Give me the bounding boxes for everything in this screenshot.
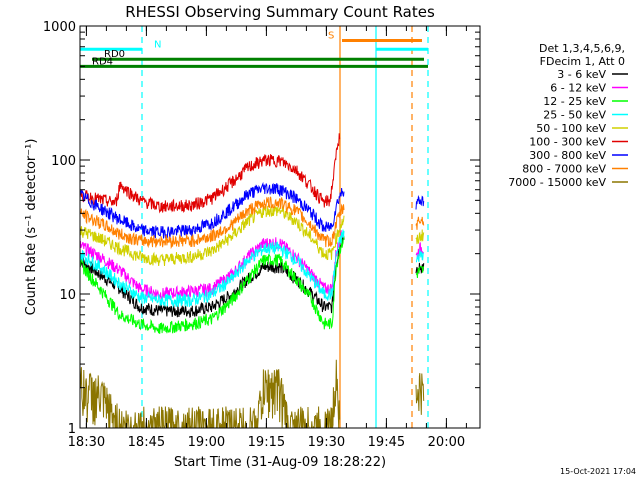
- legend-entry-label: 7000 - 15000 keV: [508, 176, 606, 189]
- series-layer: [79, 133, 425, 429]
- series-line-after: [416, 248, 425, 263]
- x-tick-label: 18:30: [68, 435, 105, 450]
- y-tick-label: 10: [59, 288, 76, 303]
- series-line: [79, 181, 345, 240]
- series-line: [79, 205, 345, 267]
- legend-entry-label: 3 - 6 keV: [557, 68, 606, 81]
- annotation-bar-label: RD0: [104, 49, 125, 60]
- y-tick-label: 1: [68, 422, 76, 437]
- series-line-after: [415, 229, 425, 245]
- legend-entry-label: 50 - 100 keV: [536, 122, 606, 135]
- footer-date: 15-Oct-2021 17:04: [560, 467, 636, 476]
- axis-layer: 1 10 100 1000 18:30 18:45 19:00 19:15 19:30 19:45…: [43, 20, 480, 450]
- series-line: [79, 234, 345, 319]
- series-line: [79, 196, 345, 250]
- series-line: [79, 133, 341, 214]
- annotation-bar-label: RD4: [92, 56, 113, 67]
- series-line: [79, 359, 341, 429]
- y-tick-label: 100: [51, 154, 76, 169]
- annotation-bar-label: N: [154, 39, 161, 50]
- legend-entry-label: 100 - 300 keV: [529, 136, 606, 149]
- x-tick-label: 18:45: [128, 435, 165, 450]
- series-line: [79, 235, 345, 334]
- series-line-after: [415, 216, 425, 230]
- series-line: [79, 229, 345, 308]
- legend-entry-label: 300 - 800 keV: [529, 149, 606, 162]
- legend-header: FDecim 1, Att 0: [540, 55, 625, 68]
- legend-entry-label: 6 - 12 keV: [550, 82, 606, 95]
- legend-entry-label: 12 - 25 keV: [543, 95, 606, 108]
- x-axis-label: Start Time (31-Aug-09 18:28:22): [174, 455, 386, 470]
- x-tick-label: 20:00: [428, 435, 465, 450]
- y-tick-label: 1000: [43, 20, 76, 35]
- legend: Det 1,3,4,5,6,9,FDecim 1, Att 03 - 6 keV…: [508, 42, 628, 189]
- annotation-bar-label: S: [328, 30, 334, 41]
- x-tick-label: 19:15: [248, 435, 285, 450]
- series-line-after: [415, 265, 425, 279]
- legend-entry-label: 800 - 7000 keV: [522, 163, 606, 176]
- plot-frame: [79, 25, 481, 429]
- series-line-after: [415, 373, 425, 415]
- legend-entry-label: 25 - 50 keV: [543, 109, 606, 122]
- legend-header: Det 1,3,4,5,6,9,: [539, 42, 625, 55]
- x-tick-label: 19:45: [368, 435, 405, 450]
- x-tick-label: 19:00: [188, 435, 225, 450]
- y-axis-label: Count Rate (s⁻¹ detector⁻¹): [24, 139, 39, 316]
- chart-title: RHESSI Observing Summary Count Rates: [125, 3, 435, 21]
- series-line-after: [415, 194, 425, 210]
- x-tick-label: 19:30: [308, 435, 345, 450]
